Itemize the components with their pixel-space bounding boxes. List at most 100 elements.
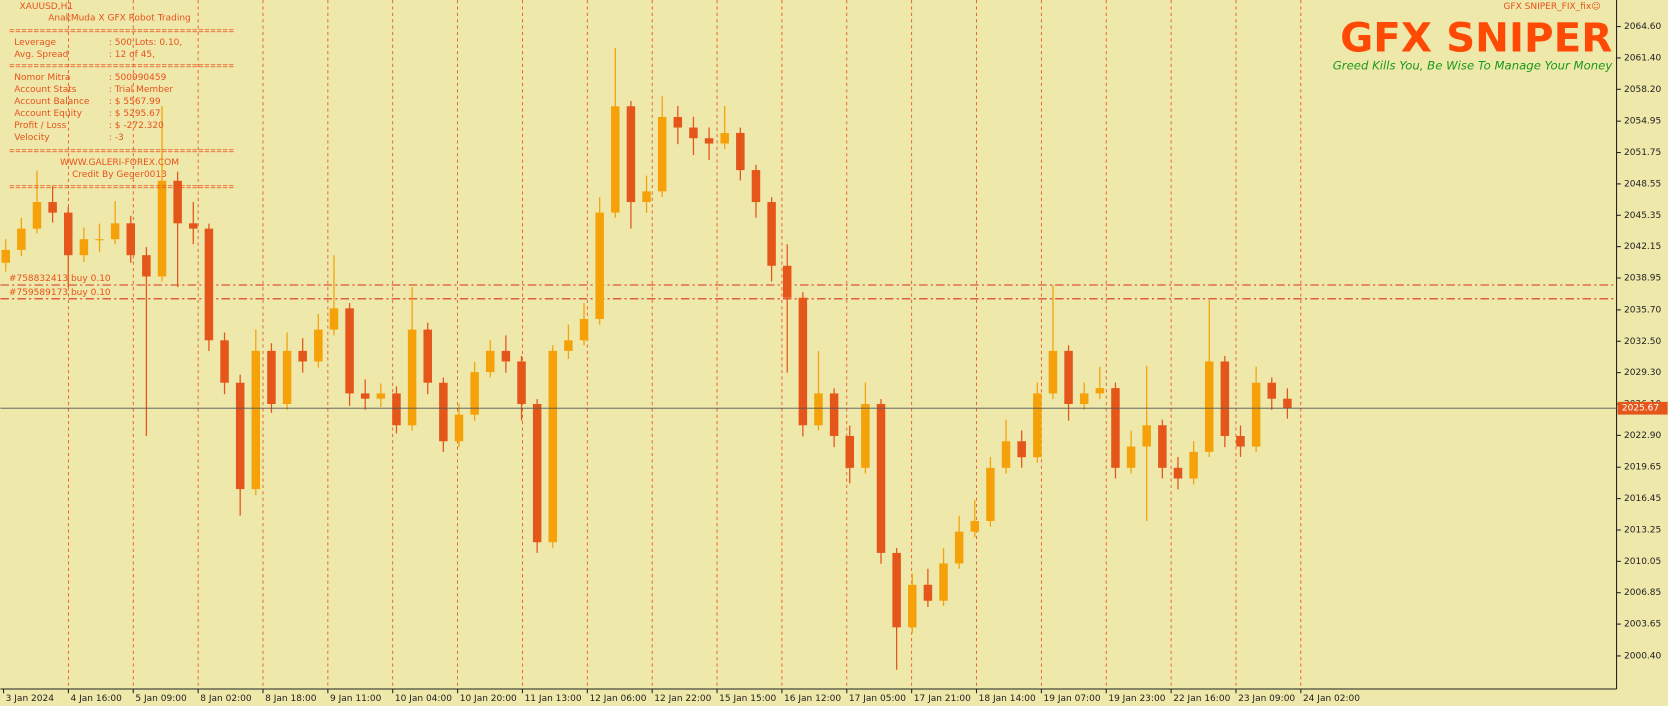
separator: ===================================== (9, 61, 234, 71)
candle-body (1, 249, 10, 263)
candle-body (282, 350, 292, 405)
current-price-box (1617, 401, 1668, 415)
candle-body (689, 127, 698, 139)
y-tick-label: 2054.95 (1624, 117, 1661, 127)
candle-body (267, 350, 276, 405)
y-tick-label: 2010.05 (1624, 557, 1661, 567)
candle-body (1189, 451, 1198, 479)
y-tick-label: 2016.45 (1624, 494, 1661, 504)
candle-body (908, 584, 917, 628)
candle-body (579, 319, 589, 341)
x-tick-label: 17 Jan 21:00 (914, 694, 971, 704)
candle-body (17, 228, 26, 250)
y-tick-label: 2042.15 (1624, 242, 1661, 252)
candle-body (532, 404, 542, 543)
candle-body (814, 393, 823, 426)
candle-body (1064, 350, 1073, 405)
website: WWW.GALERI-FOREX.COM (60, 158, 179, 168)
candle-body (392, 393, 401, 426)
info-label: Account Stats (14, 85, 77, 95)
info-label: Leverage (14, 38, 56, 48)
brand-title: GFX SNIPER (1340, 13, 1612, 61)
candle-body (142, 255, 151, 277)
info-value: : -3 (109, 133, 124, 143)
x-tick-label: 11 Jan 13:00 (525, 694, 582, 704)
candle-body (298, 350, 307, 362)
candle-body (798, 297, 808, 426)
candle-body (110, 223, 120, 240)
x-tick-label: 19 Jan 23:00 (1108, 694, 1165, 704)
current-price-label: 2025.67 (1622, 404, 1659, 414)
brand-slogan: Greed Kills You, Be Wise To Manage Your … (1333, 58, 1614, 72)
x-tick-label: 10 Jan 20:00 (460, 694, 517, 704)
candle-body (720, 132, 729, 144)
candle-body (1017, 441, 1026, 458)
candle-body (861, 404, 870, 468)
info-value: : $ 5567.99 (109, 97, 161, 107)
candle-body (95, 239, 104, 241)
candle-body (470, 372, 479, 415)
candle-body (454, 414, 464, 442)
separator: ===================================== (9, 26, 234, 36)
candle-body (251, 350, 261, 490)
candle-body (1173, 467, 1183, 479)
info-label: Profit / Loss (14, 121, 66, 131)
info-value: : Trial Member (109, 85, 174, 95)
candle-body (782, 265, 792, 298)
robot-name: AnakMuda X GFX Robot Trading (48, 14, 191, 24)
candle-body (235, 382, 245, 490)
y-tick-label: 2038.95 (1624, 274, 1661, 284)
candle-body (79, 239, 89, 256)
info-label: Account Equity (14, 109, 82, 119)
candle-body (548, 350, 558, 543)
info-value: : 500990459 (109, 73, 167, 83)
candle-body (1267, 382, 1277, 399)
info-value: : $ 5295.67 (109, 109, 161, 119)
candle-body (157, 180, 167, 277)
x-tick-label: 9 Jan 11:00 (330, 694, 382, 704)
x-tick-label: 23 Jan 09:00 (1238, 694, 1295, 704)
candle-body (423, 329, 432, 383)
x-tick-label: 8 Jan 18:00 (265, 694, 317, 704)
candle-body (595, 212, 604, 320)
y-tick-label: 2013.25 (1624, 525, 1661, 535)
x-tick-label: 24 Jan 02:00 (1303, 694, 1360, 704)
credit: Credit By Geger0013 (72, 170, 167, 180)
separator: ===================================== (9, 183, 234, 193)
y-tick-label: 2064.60 (1624, 22, 1662, 32)
candle-body (892, 552, 901, 628)
x-tick-label: 3 Jan 2024 (6, 694, 55, 704)
candle-body (204, 228, 214, 341)
candle-body (845, 435, 854, 468)
candle-body (32, 202, 42, 229)
candle-body (626, 106, 636, 203)
candle-body (829, 393, 839, 436)
y-tick-label: 2022.90 (1624, 431, 1662, 441)
candle-body (1033, 393, 1042, 458)
candle-body (736, 132, 745, 171)
candle-body (345, 308, 354, 394)
candle-body (954, 531, 964, 564)
candle-body (704, 138, 714, 144)
info-value: : 12 of 45, (109, 50, 155, 60)
candle-body (1158, 425, 1167, 468)
y-tick-label: 2029.30 (1624, 368, 1662, 378)
info-label: Account Balance (14, 97, 90, 107)
symbol: XAUUSD,H1 (20, 2, 74, 12)
candle-body (1126, 446, 1136, 468)
y-tick-label: 2000.40 (1624, 651, 1662, 661)
y-tick-label: 2045.35 (1624, 211, 1661, 221)
y-tick-label: 2048.55 (1624, 179, 1661, 189)
candle-body (360, 393, 370, 399)
candle-body (1095, 388, 1105, 394)
candle-body (173, 180, 182, 224)
info-value: : 500 Lots: 0.10, (109, 38, 182, 48)
candle-body (751, 170, 761, 203)
candle-body (376, 393, 386, 399)
candle-body (314, 329, 323, 362)
candle-body (611, 106, 620, 213)
x-tick-label: 5 Jan 09:00 (135, 694, 187, 704)
candle-body (486, 350, 495, 373)
